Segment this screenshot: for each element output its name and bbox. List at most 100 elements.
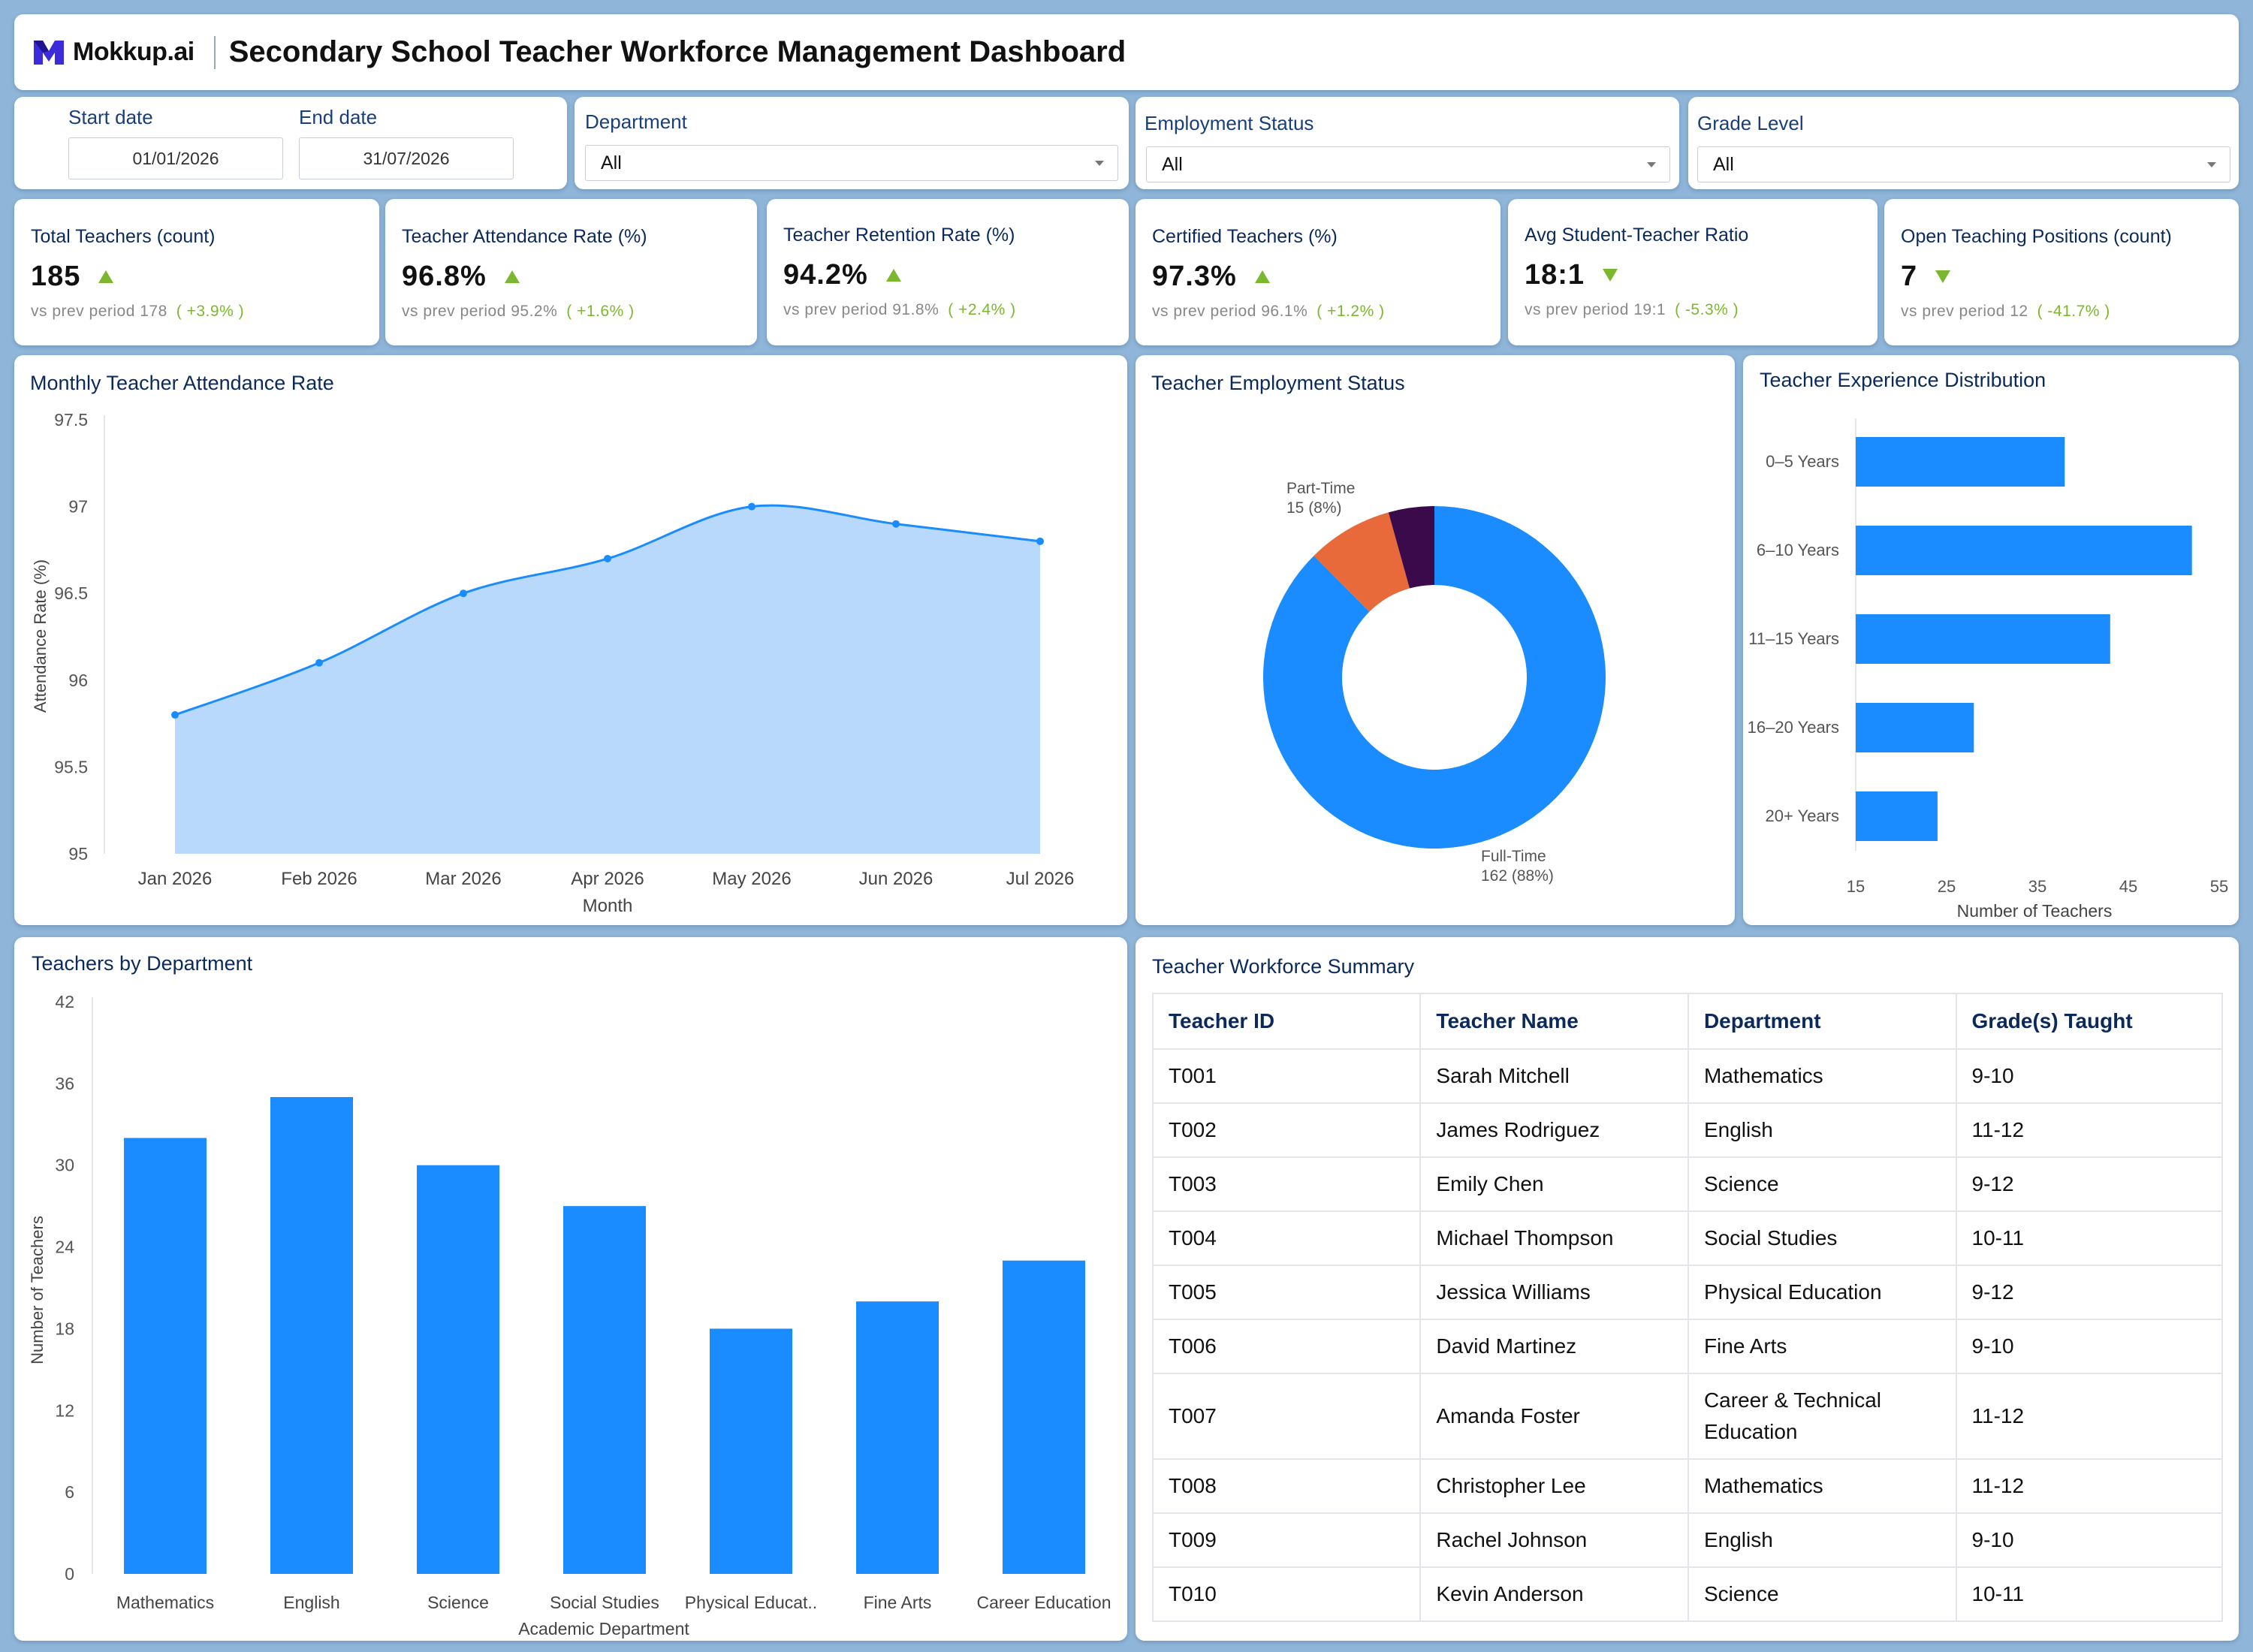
- attendance-chart-card: Monthly Teacher Attendance Rate 97.5 97 96…: [14, 355, 1127, 925]
- kpi-card-open-positions: Open Teaching Positions (count) 7 vs pre…: [1884, 199, 2239, 345]
- x-tick-label: Social Studies: [550, 1593, 659, 1612]
- y-tick-label: 11–15 Years: [1748, 629, 1839, 648]
- table-cell: Amanda Foster: [1419, 1373, 1689, 1460]
- table-row[interactable]: T003 Emily Chen Science 9-12: [1151, 1156, 2224, 1212]
- x-tick-label: Physical Educat..: [685, 1593, 817, 1612]
- kpi-delta: ( +1.6% ): [566, 303, 635, 320]
- column-header[interactable]: Teacher ID: [1151, 993, 1422, 1050]
- start-date-input[interactable]: 01/01/2026: [68, 137, 283, 179]
- table-cell: T002: [1151, 1102, 1422, 1158]
- trend-up-icon: [504, 270, 520, 283]
- y-tick-label: 42: [55, 992, 74, 1011]
- table-row[interactable]: T007 Amanda Foster Career & Technical Educ…: [1151, 1373, 2224, 1460]
- grade-level-select[interactable]: All: [1697, 146, 2230, 182]
- table-cell: Sarah Mitchell: [1419, 1048, 1689, 1104]
- mokkup-logo-icon: [34, 40, 64, 65]
- table-cell: Science: [1687, 1566, 1957, 1622]
- table-row[interactable]: T002 James Rodriguez English 11-12: [1151, 1102, 2224, 1158]
- end-date-input[interactable]: 31/07/2026: [299, 137, 514, 179]
- column-header[interactable]: Teacher Name: [1419, 993, 1689, 1050]
- chart-title: Teacher Experience Distribution: [1760, 369, 2046, 391]
- kpi-title: Teacher Retention Rate (%): [783, 225, 1015, 246]
- kpi-card-certified-teachers: Certified Teachers (%) 97.3% vs prev per…: [1136, 199, 1500, 345]
- kpi-comparison: vs prev period 91.8% ( +2.4% ): [783, 301, 1016, 319]
- y-tick-label: 30: [55, 1156, 74, 1175]
- department-chart-card: Teachers by Department 42 36 30 24 18 12 6 0 Mat…: [14, 937, 1127, 1641]
- kpi-prev: vs prev period 96.1%: [1152, 303, 1308, 320]
- grade-level-filter: Grade Level All: [1688, 97, 2239, 189]
- kpi-prev: vs prev period 91.8%: [783, 301, 940, 318]
- kpi-comparison: vs prev period 19:1 ( -5.3% ): [1525, 301, 1739, 319]
- table-cell: 9-12: [1955, 1156, 2224, 1212]
- table-cell: T001: [1151, 1048, 1422, 1104]
- table-row[interactable]: T004 Michael Thompson Social Studies 10-11: [1151, 1210, 2224, 1266]
- y-tick-label: 6–10 Years: [1757, 541, 1839, 559]
- table-row[interactable]: T006 David Martinez Fine Arts 9-10: [1151, 1319, 2224, 1374]
- kpi-prev: vs prev period 95.2%: [402, 303, 558, 320]
- x-tick-label: Jun 2026: [859, 869, 933, 889]
- department-filter: Department All: [575, 97, 1129, 189]
- y-tick-label: 96.5: [54, 583, 88, 603]
- column-header[interactable]: Department: [1687, 993, 1957, 1050]
- department-select[interactable]: All: [585, 145, 1118, 181]
- kpi-value: 94.2%: [783, 259, 868, 291]
- kpi-value: 185: [31, 261, 81, 292]
- attendance-area-fill: [175, 505, 1040, 854]
- data-point: [1036, 537, 1044, 545]
- kpi-card-attendance-rate: Teacher Attendance Rate (%) 96.8% vs pre…: [385, 199, 757, 345]
- department-bar: [710, 1328, 792, 1574]
- table-cell: T007: [1151, 1373, 1422, 1460]
- department-label: Department: [585, 110, 687, 133]
- employment-status-select[interactable]: All: [1146, 146, 1670, 182]
- table-cell: Mathematics: [1687, 1048, 1957, 1104]
- kpi-card-student-teacher-ratio: Avg Student-Teacher Ratio 18:1 vs prev p…: [1508, 199, 1878, 345]
- table-cell: 11-12: [1955, 1458, 2224, 1514]
- department-bar: [124, 1138, 207, 1574]
- table-cell: 9-10: [1955, 1048, 2224, 1104]
- column-header[interactable]: Grade(s) Taught: [1955, 993, 2224, 1050]
- kpi-value: 18:1: [1525, 259, 1585, 291]
- table-cell: Michael Thompson: [1419, 1210, 1689, 1266]
- data-point: [460, 589, 467, 598]
- trend-up-icon: [885, 269, 901, 282]
- kpi-delta: ( +3.9% ): [176, 303, 245, 320]
- chevron-down-icon: [1647, 162, 1656, 167]
- experience-bar-chart: 0–5 Years 6–10 Years 11–15 Years 16–20 Year…: [1748, 418, 2228, 921]
- kpi-title: Open Teaching Positions (count): [1901, 226, 2172, 247]
- table-row[interactable]: T010 Kevin Anderson Science 10-11: [1151, 1566, 2224, 1622]
- kpi-delta: ( -5.3% ): [1675, 301, 1739, 318]
- department-bar: [417, 1165, 499, 1574]
- table-cell: English: [1687, 1102, 1957, 1158]
- table-header-row: Teacher ID Teacher Name Department Grade(s)…: [1151, 993, 2224, 1050]
- data-point: [892, 520, 900, 528]
- date-range-filter: Start date 01/01/2026 End date 31/07/202…: [14, 97, 567, 189]
- kpi-prev: vs prev period 178: [31, 303, 167, 320]
- x-tick-label: 55: [2210, 877, 2228, 896]
- table-cell: James Rodriguez: [1419, 1102, 1689, 1158]
- grade-level-value: All: [1713, 153, 1734, 175]
- chevron-down-icon: [1095, 161, 1104, 166]
- table-row[interactable]: T008 Christopher Lee Mathematics 11-12: [1151, 1458, 2224, 1514]
- kpi-value-row: 94.2%: [783, 259, 901, 291]
- table-cell: T004: [1151, 1210, 1422, 1266]
- x-tick-label: 15: [1847, 877, 1865, 896]
- employment-status-card: Teacher Employment Status Full-Time 162 (…: [1136, 355, 1735, 925]
- x-tick-label: English: [283, 1593, 339, 1612]
- donut-slice: [1388, 506, 1434, 589]
- table-cell: 10-11: [1955, 1566, 2224, 1622]
- header-bar: Mokkup.ai Secondary School Teacher Workf…: [14, 14, 2239, 90]
- logo-text: Mokkup.ai: [73, 38, 195, 66]
- table-row[interactable]: T005 Jessica Williams Physical Education 9-…: [1151, 1265, 2224, 1320]
- data-point: [171, 711, 179, 719]
- table-cell: 9-10: [1955, 1319, 2224, 1374]
- table-row[interactable]: T001 Sarah Mitchell Mathematics 9-10: [1151, 1048, 2224, 1104]
- table-row[interactable]: T009 Rachel Johnson English 9-10: [1151, 1512, 2224, 1568]
- workforce-summary-table: Teacher ID Teacher Name Department Grade(s)…: [1151, 993, 2224, 1622]
- table-cell: 9-12: [1955, 1265, 2224, 1320]
- kpi-value-row: 7: [1901, 261, 1951, 293]
- table-cell: Kevin Anderson: [1419, 1566, 1689, 1622]
- table-cell: 11-12: [1955, 1373, 2224, 1460]
- table-cell: Science: [1687, 1156, 1957, 1212]
- kpi-comparison: vs prev period 96.1% ( +1.2% ): [1152, 303, 1385, 321]
- trend-up-icon: [1254, 270, 1270, 283]
